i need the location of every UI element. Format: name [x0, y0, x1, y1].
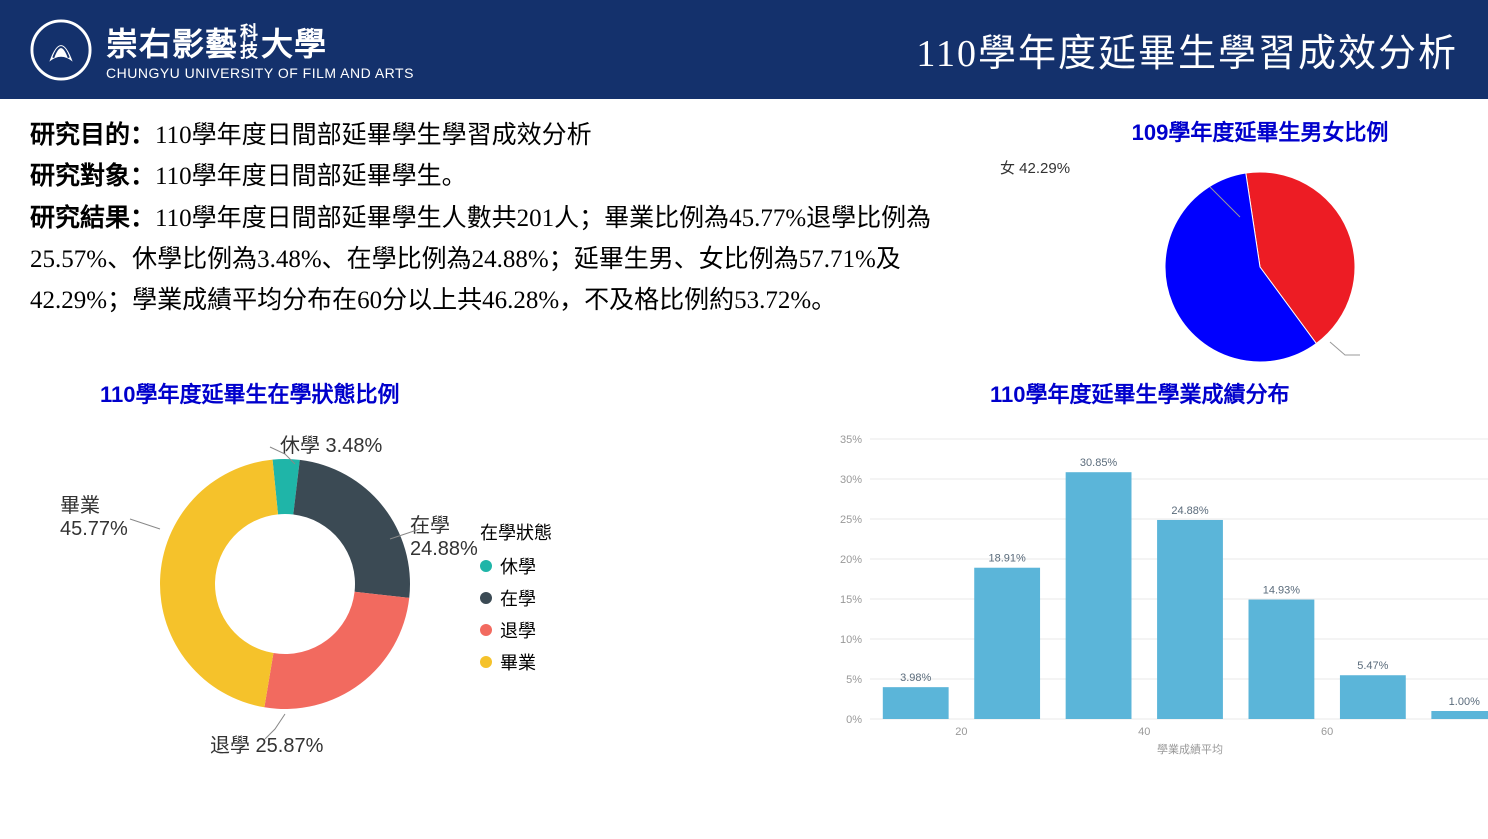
- svg-text:3.98%: 3.98%: [900, 672, 931, 684]
- svg-text:18.91%: 18.91%: [988, 553, 1026, 565]
- logo-cn-small-top: 科: [240, 24, 259, 42]
- logo-cn-small-bot: 技: [240, 42, 259, 60]
- svg-text:10%: 10%: [840, 634, 862, 646]
- svg-text:5.47%: 5.47%: [1357, 660, 1388, 672]
- gender-pie-block: 109學年度延畢生男女比例 女 42.29%男 57.71%: [990, 115, 1488, 367]
- purpose-text: 110學年度日間部延畢學生學習成效分析: [155, 122, 592, 149]
- bar: [1431, 711, 1488, 719]
- svg-text:24.88%: 24.88%: [1171, 505, 1209, 517]
- svg-text:35%: 35%: [840, 434, 862, 446]
- svg-text:15%: 15%: [840, 594, 862, 606]
- svg-text:30.85%: 30.85%: [1080, 457, 1118, 469]
- donut-leader-overlay: [60, 419, 620, 759]
- pie-label-female: 女 42.29%: [1000, 157, 1070, 178]
- header-bar: 崇右影藝 科 技 大學 CHUNGYU UNIVERSITY OF FILM A…: [0, 0, 1488, 99]
- logo-block: 崇右影藝 科 技 大學 CHUNGYU UNIVERSITY OF FILM A…: [30, 19, 414, 81]
- svg-text:14.93%: 14.93%: [1263, 585, 1301, 597]
- bar: [1066, 472, 1132, 719]
- grade-bar-chart: 0% 5% 10% 15% 20% 25% 30% 35% 3.98% 18.91% 30.85% 2…: [810, 419, 1488, 759]
- subject-label: 研究對象：: [30, 162, 155, 190]
- svg-text:20%: 20%: [840, 554, 862, 566]
- svg-text:0%: 0%: [846, 714, 862, 726]
- result-label: 研究結果：: [30, 204, 155, 232]
- logo-cn-tail: 大學: [261, 19, 327, 65]
- svg-text:30%: 30%: [840, 474, 862, 486]
- purpose-label: 研究目的：: [30, 121, 155, 149]
- bar: [1249, 600, 1315, 719]
- grade-bar-title: 110學年度延畢生學業成績分布: [990, 377, 1488, 409]
- logo-cn: 崇右影藝 科 技 大學: [106, 19, 414, 65]
- gender-pie-wrap: 女 42.29%男 57.71%: [990, 157, 1488, 367]
- svg-text:學業成績平均: 學業成績平均: [1157, 742, 1223, 756]
- logo-en: CHUNGYU UNIVERSITY OF FILM AND ARTS: [106, 65, 414, 81]
- gender-pie-chart: [1130, 157, 1390, 367]
- university-logo-icon: [30, 19, 92, 81]
- svg-text:40: 40: [1138, 726, 1150, 738]
- svg-text:5%: 5%: [846, 674, 862, 686]
- logo-cn-main: 崇右影藝: [106, 19, 238, 65]
- subject-text: 110學年度日間部延畢學生。: [155, 163, 467, 190]
- page-title: 110學年度延畢生學習成效分析: [916, 22, 1458, 77]
- svg-text:20: 20: [955, 726, 967, 738]
- intro-text: 研究目的：110學年度日間部延畢學生學習成效分析 研究對象：110學年度日間部延…: [30, 115, 970, 367]
- grade-bar-block: 110學年度延畢生學業成績分布 0%5%10%15%20%25%30%35%3.…: [990, 377, 1488, 759]
- grade-bar-wrap: 0% 5% 10% 15% 20% 25% 30% 35% 3.98% 18.91% 30.85% 2…: [810, 419, 1488, 759]
- bar: [883, 687, 949, 719]
- status-donut-wrap: 在學狀態 休學在學退學畢業 休學 3.48%在學24.88%退學 25.87%畢…: [60, 419, 620, 759]
- result-text: 110學年度日間部延畢學生人數共201人；畢業比例為45.77%退學比例為25.…: [30, 205, 931, 315]
- bar: [974, 568, 1040, 719]
- svg-text:1.00%: 1.00%: [1449, 696, 1480, 708]
- status-donut-title: 110學年度延畢生在學狀態比例: [60, 377, 970, 409]
- logo-text: 崇右影藝 科 技 大學 CHUNGYU UNIVERSITY OF FILM A…: [106, 19, 414, 81]
- bar: [1340, 675, 1406, 719]
- svg-text:25%: 25%: [840, 514, 862, 526]
- bar: [1157, 520, 1223, 719]
- gender-pie-title: 109學年度延畢生男女比例: [990, 115, 1488, 147]
- svg-text:60: 60: [1321, 726, 1333, 738]
